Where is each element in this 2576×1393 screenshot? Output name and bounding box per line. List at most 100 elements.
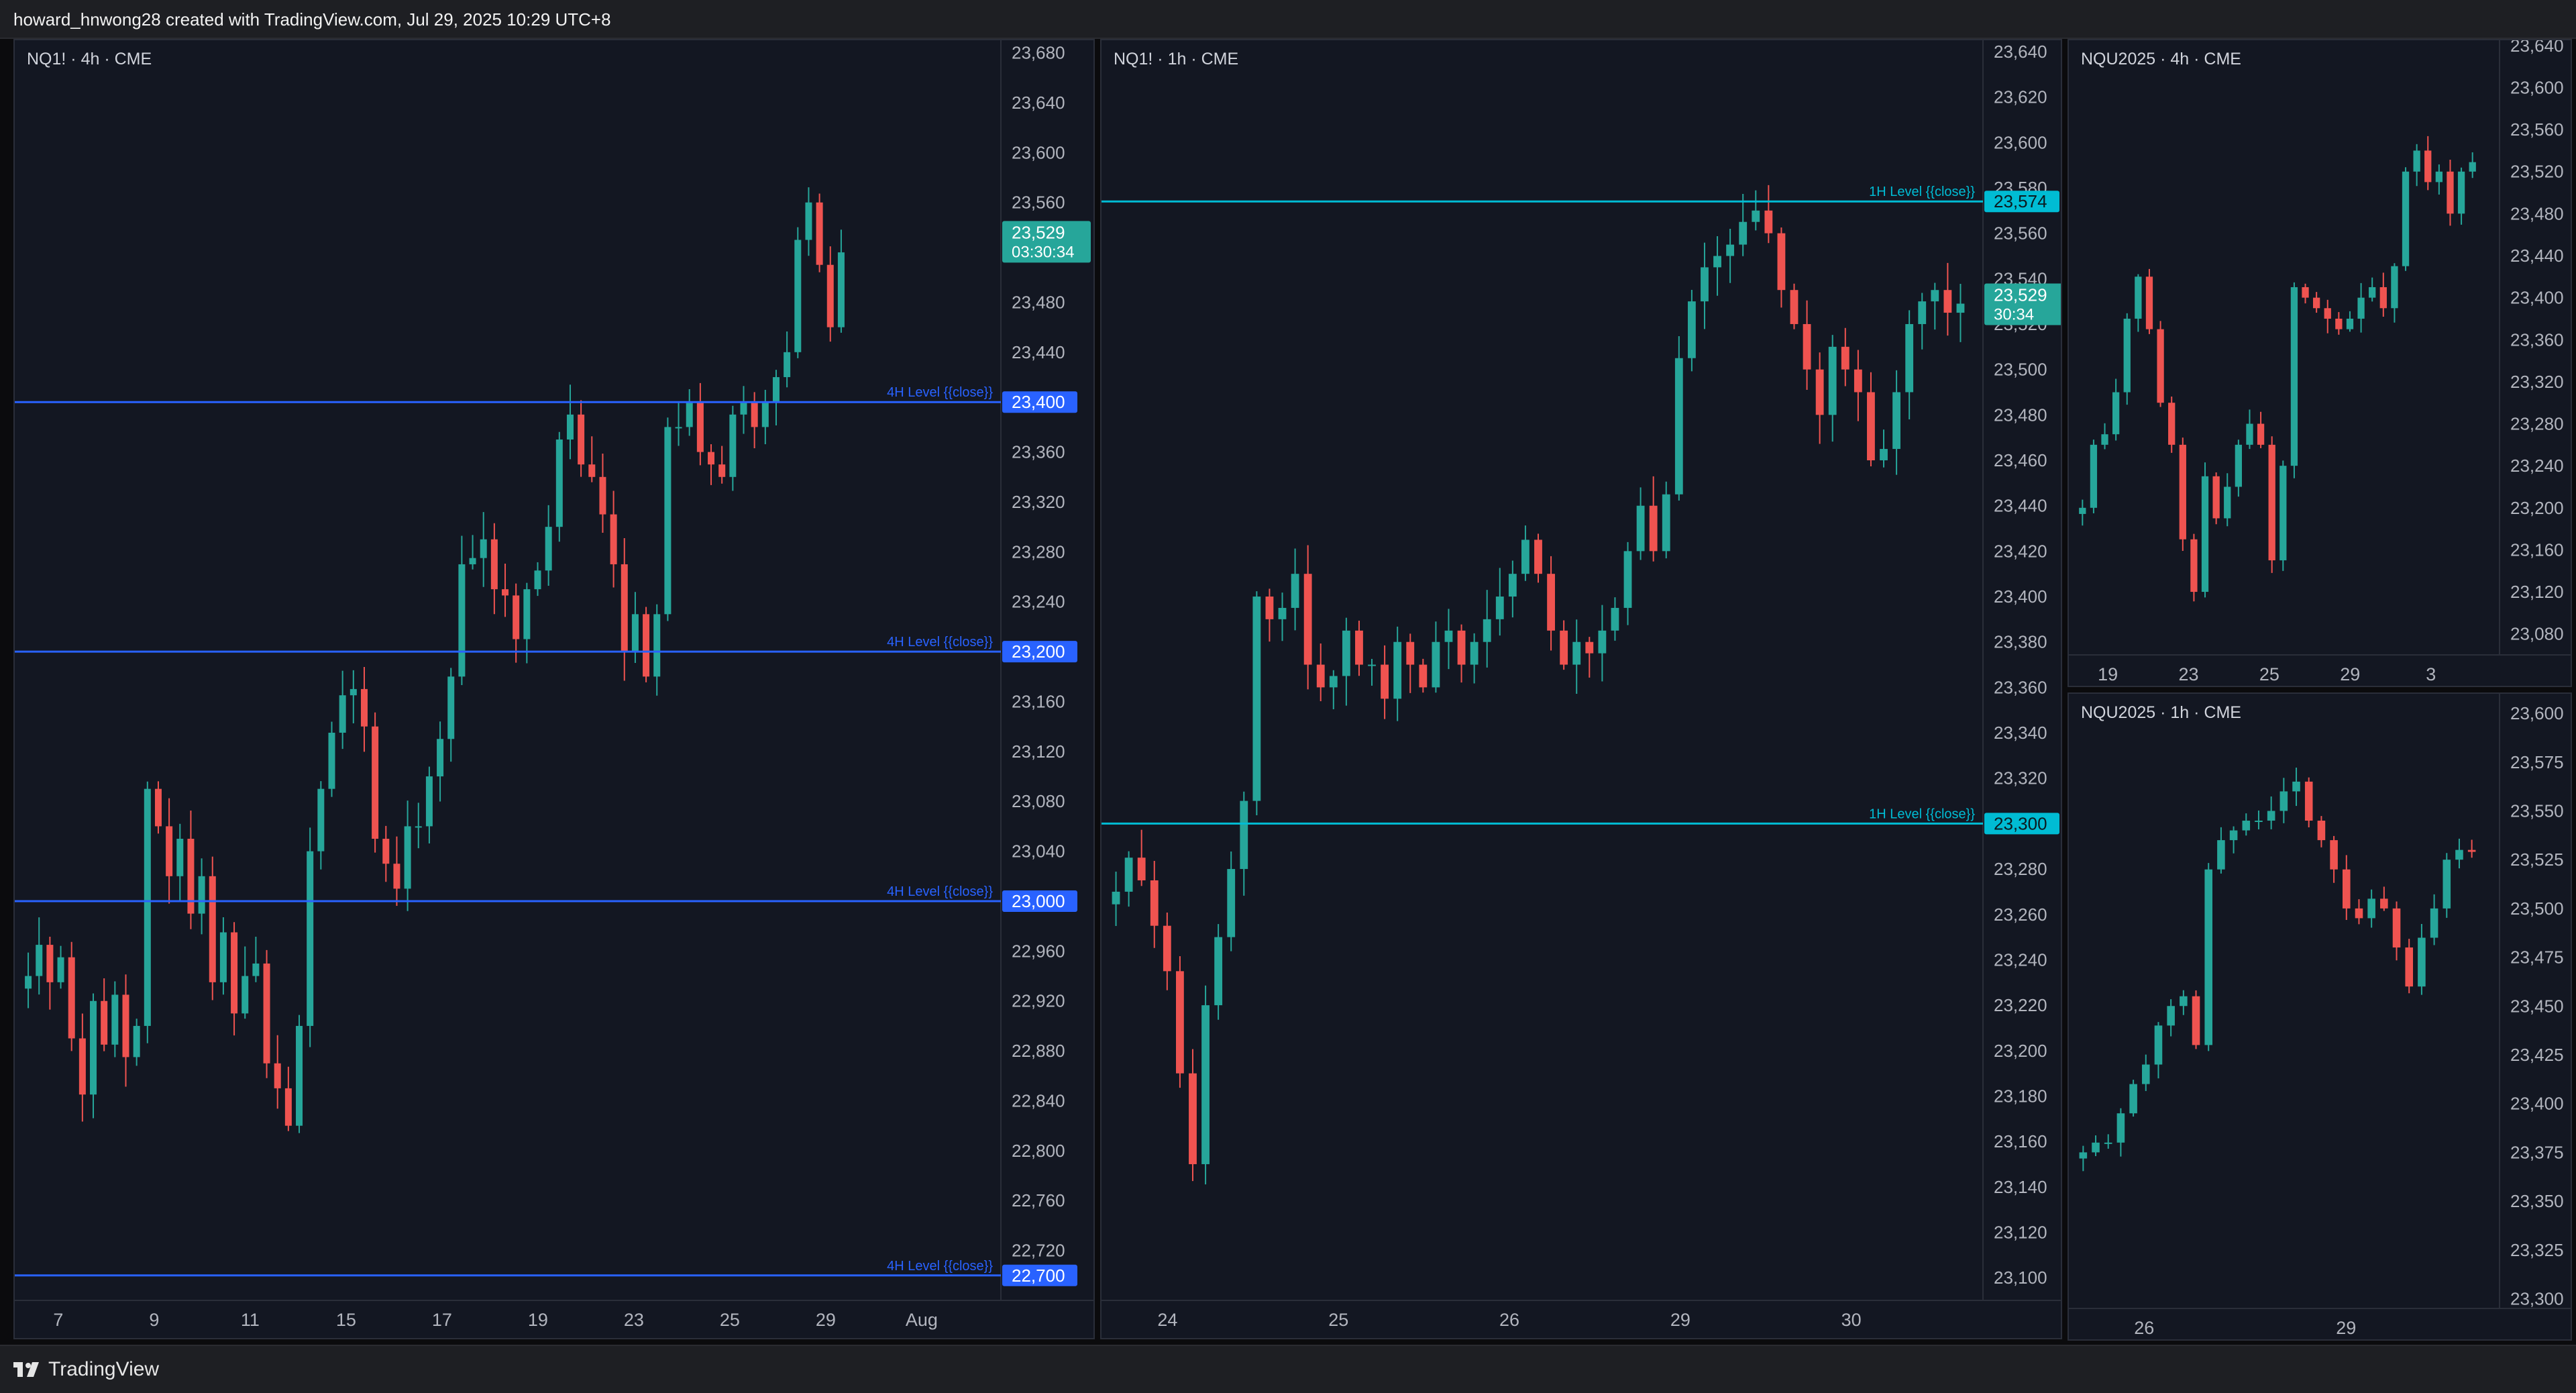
candle-body — [263, 963, 270, 1064]
candle-body — [2257, 423, 2265, 445]
candle-body — [1598, 630, 1607, 654]
time-tick-label: 25 — [1328, 1310, 1348, 1330]
candle-body — [317, 788, 325, 852]
level-price-tag — [1002, 391, 1077, 413]
candle-body — [2324, 308, 2331, 319]
chart-panel-nq-1h[interactable]: 23,640 23,620 23,600 23,580 23,560 23,540 23,5… — [1100, 39, 2062, 1339]
candle-body — [2430, 908, 2438, 938]
candle-body — [1943, 290, 1952, 313]
candle-body — [816, 202, 823, 265]
level-price-tag — [1002, 890, 1077, 912]
footer-bar: TradingView — [0, 1345, 2576, 1393]
candle-body — [1381, 664, 1389, 699]
time-tick-label: 24 — [1157, 1310, 1177, 1330]
candle-body — [252, 963, 260, 976]
candle-body — [1150, 880, 1159, 926]
candle-body — [2355, 908, 2363, 919]
candle-body — [328, 732, 335, 789]
candle-body — [284, 1088, 292, 1126]
candle-body — [78, 1038, 86, 1095]
chart-canvas[interactable]: 23,600 23,575 23,550 23,525 23,500 23,475 23,4… — [2069, 694, 2572, 1341]
candle-body — [1214, 937, 1223, 1006]
price-tick-label: 22,960 — [1012, 941, 1065, 961]
candle-body — [339, 695, 346, 733]
chart-canvas[interactable]: 23,64023,62023,60023,58023,56023,54023,5… — [1102, 40, 2062, 1339]
time-tick-label: 29 — [2336, 1318, 2356, 1338]
candle-body — [2192, 996, 2200, 1045]
candle-body — [2168, 403, 2176, 445]
candle-body — [2180, 996, 2188, 1007]
price-tick-label: 23,140 — [1994, 1177, 2047, 1197]
candle-body — [1572, 641, 1581, 665]
price-tick-label: 23,520 — [2510, 162, 2564, 182]
candle-body — [133, 1025, 140, 1057]
candle-body — [296, 1025, 303, 1126]
candle-body — [469, 558, 476, 564]
price-tick-label: 23,640 — [1012, 93, 1065, 113]
time-tick-label: 15 — [336, 1310, 356, 1330]
candle-body — [1880, 449, 1888, 460]
candle-body — [36, 945, 43, 976]
candle-body — [1752, 210, 1760, 222]
chart-panel-nqu-4h[interactable]: 23,640 23,600 23,560 23,520 23,480 23,440 23,4… — [2068, 39, 2572, 687]
chart-panel-nqu-1h[interactable]: 23,600 23,575 23,550 23,525 23,500 23,475 23,4… — [2068, 692, 2572, 1341]
candle-body — [154, 788, 162, 827]
candle-body — [187, 839, 195, 914]
chart-panel-nq-4h[interactable]: 23,68023,64023,60023,56023,52023,48023,4… — [13, 39, 1095, 1339]
candle-body — [2229, 830, 2238, 841]
candle-body — [2279, 791, 2288, 811]
time-tick-label: 11 — [241, 1310, 260, 1330]
price-tick-label: 23,280 — [2510, 414, 2564, 434]
candle-body — [1495, 597, 1504, 619]
candle-body — [708, 452, 715, 465]
price-tick-label: 23,320 — [2510, 372, 2564, 392]
price-tick-label: 23,320 — [1994, 768, 2047, 788]
candle-body — [1803, 323, 1811, 370]
price-tick-label: 23,080 — [1012, 791, 1065, 811]
candle-body — [1444, 630, 1453, 642]
candle-body — [2405, 947, 2414, 987]
candle-body — [1457, 630, 1466, 665]
price-tick-label: 23,600 — [1994, 132, 2047, 152]
candle-body — [274, 1063, 281, 1088]
candle-body — [555, 440, 563, 527]
candle-body — [610, 514, 617, 564]
chart-canvas[interactable]: 23,640 23,600 23,560 23,520 23,480 23,440 23,4… — [2069, 40, 2572, 687]
last-price-value: 23,529 — [1994, 285, 2047, 305]
candle-body — [2279, 466, 2287, 561]
candle-body — [826, 264, 834, 327]
price-tick-label: 23,360 — [2510, 329, 2564, 350]
candle-body — [718, 464, 726, 477]
level-price-tag-text: 22,700 — [1012, 1266, 1065, 1286]
price-tick-label: 23,360 — [1012, 442, 1065, 462]
price-tick-label: 23,200 — [2510, 498, 2564, 518]
candle-body — [2190, 539, 2198, 592]
price-tick-label: 23,380 — [1994, 632, 2047, 652]
candle-body — [2467, 849, 2476, 852]
price-tick-label: 23,160 — [1994, 1131, 2047, 1151]
level-price-tag — [1984, 813, 2059, 835]
price-tick-label: 23,220 — [1994, 995, 2047, 1015]
time-tick-label: 25 — [2259, 664, 2279, 684]
candle-body — [2413, 150, 2420, 172]
candle-body — [523, 589, 531, 639]
price-tick-label: 23,525 — [2510, 849, 2564, 870]
candle-body — [772, 377, 780, 403]
candle-body — [2212, 476, 2220, 519]
candle-body — [1905, 323, 1914, 393]
level-label: 4H Level {{close}} — [887, 635, 993, 650]
candle-body — [1585, 641, 1594, 654]
candle-body — [2367, 898, 2375, 919]
candle-body — [751, 402, 758, 427]
time-tick-label: 23 — [2178, 664, 2198, 684]
candle-body — [231, 932, 238, 1014]
candle-body — [2317, 821, 2326, 841]
price-tick-label: 23,575 — [2510, 752, 2564, 772]
price-tick-label: 22,880 — [1012, 1041, 1065, 1061]
chart-canvas[interactable]: 23,68023,64023,60023,56023,52023,48023,4… — [15, 40, 1095, 1339]
candle-body — [2101, 434, 2108, 445]
candle-body — [2141, 1064, 2150, 1084]
candle-body — [2079, 507, 2086, 514]
candle-body — [1368, 664, 1376, 666]
panel-title: NQU2025 · 4h · CME — [2081, 50, 2241, 68]
